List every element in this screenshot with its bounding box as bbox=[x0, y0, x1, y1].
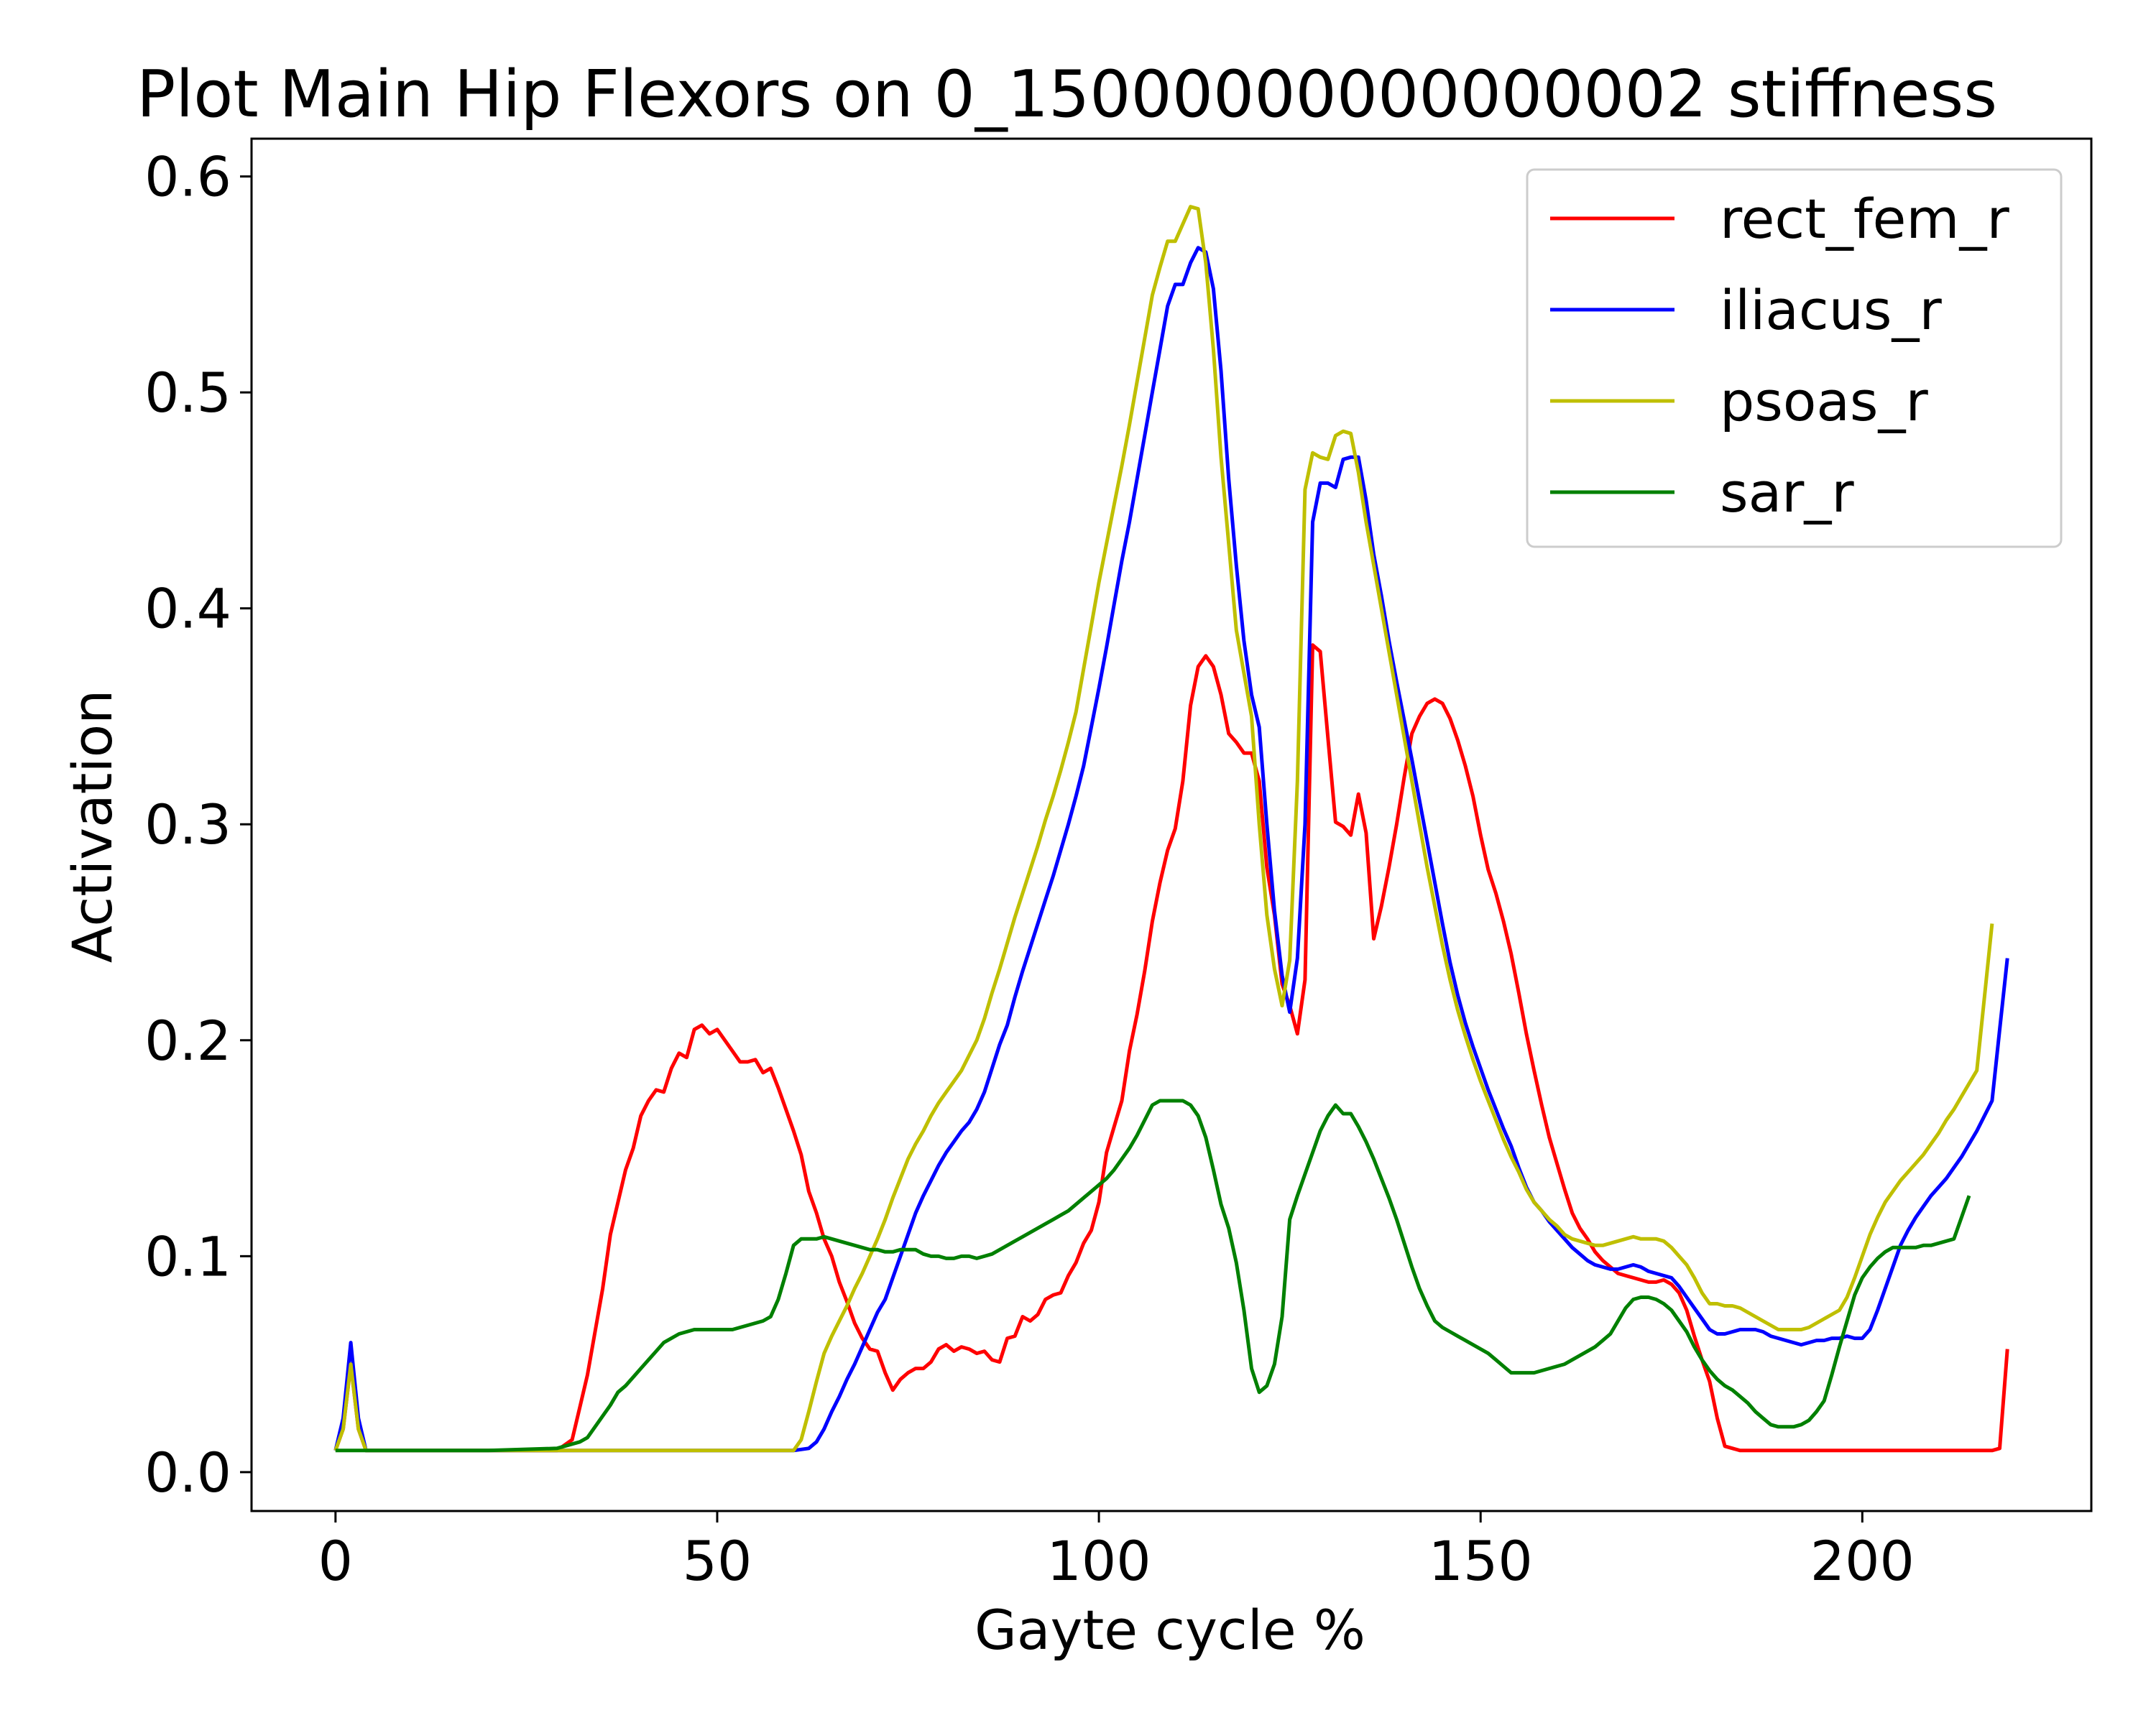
x-tick-label: 200 bbox=[1810, 1529, 1915, 1593]
y-tick-label: 0.2 bbox=[144, 1009, 231, 1073]
x-tick-label: 150 bbox=[1429, 1529, 1533, 1593]
series-line-iliacus_r bbox=[333, 246, 2009, 1453]
legend-label-rect_fem_r: rect_fem_r bbox=[1720, 187, 2009, 251]
series-line-rect_fem_r bbox=[333, 643, 2009, 1453]
plot-area: 0 50 100 150 200 0.0 0.1 0.2 0.3 0.4 0.5 0.6 rect_fe… bbox=[144, 137, 2093, 1593]
y-axis-label: Activation bbox=[60, 690, 124, 963]
legend-label-psoas_r: psoas_r bbox=[1720, 369, 1929, 433]
series-line-sar_r bbox=[335, 1099, 1971, 1453]
legend-label-iliacus_r: iliacus_r bbox=[1720, 278, 1942, 342]
y-tick-label: 0.1 bbox=[144, 1224, 231, 1288]
x-axis-label: Gayte cycle % bbox=[975, 1598, 1365, 1662]
chart-title: Plot Main Hip Flexors on 0_1500000000000… bbox=[137, 57, 1997, 132]
x-tick-label: 100 bbox=[1047, 1529, 1151, 1593]
x-tick-label: 50 bbox=[683, 1529, 752, 1593]
x-tick-label: 0 bbox=[318, 1529, 353, 1593]
y-tick-label: 0.0 bbox=[144, 1441, 231, 1505]
y-tick-label: 0.5 bbox=[144, 361, 231, 425]
y-tick-label: 0.4 bbox=[144, 577, 231, 641]
series-line-psoas_r bbox=[333, 205, 1994, 1453]
legend-label-sar_r: sar_r bbox=[1720, 461, 1854, 525]
y-tick-label: 0.6 bbox=[144, 145, 231, 209]
y-tick-label: 0.3 bbox=[144, 793, 231, 856]
legend-box bbox=[1526, 168, 2063, 548]
